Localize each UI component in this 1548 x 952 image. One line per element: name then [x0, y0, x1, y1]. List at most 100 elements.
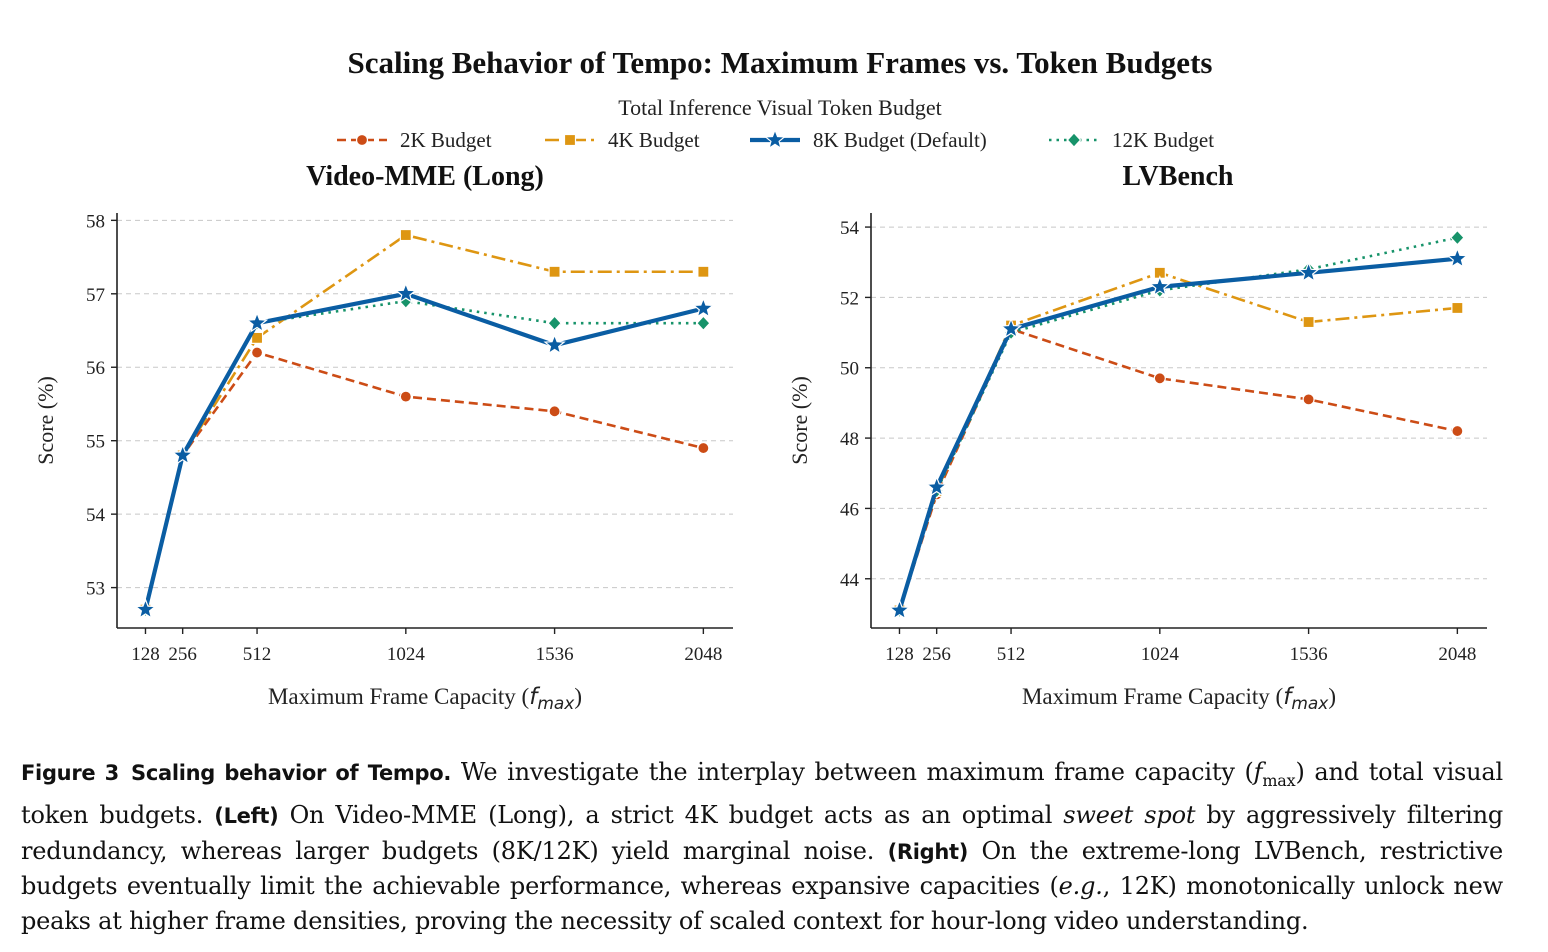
caption-eg: e.g.	[1058, 872, 1103, 901]
data-point-8k-budget-default-1024	[394, 282, 417, 304]
chart-panel-video-mme: Video-MME (Long) 53 54 55 56 57 58 128 256 512 102…	[33, 161, 733, 714]
data-point-4k-budget-512	[250, 331, 264, 344]
data-point-4k-budget-1536	[548, 265, 561, 278]
series-line	[898, 236, 1458, 611]
data-point-2k-budget-1024	[399, 390, 412, 403]
data-point-2k-budget-1536	[548, 405, 561, 418]
y-tick-label: 58	[86, 211, 105, 232]
y-tick-label: 46	[840, 499, 859, 520]
x-tick-label: 256	[168, 644, 197, 665]
series-line	[897, 256, 1458, 612]
x-axis-label: Maximum Frame Capacity (fmax)	[1022, 684, 1336, 714]
data-point-8k-budget-default-1536	[543, 333, 566, 355]
figure-suptitle: Scaling Behavior of Tempo: Maximum Frame…	[348, 45, 1213, 80]
legend-item-12k-budget: 12K Budget	[1049, 128, 1214, 152]
data-point-8k-budget-default-256	[171, 443, 194, 465]
x-tick-label: 128	[885, 644, 914, 665]
series-12k-budget	[892, 229, 1465, 619]
x-tick-label: 256	[922, 644, 951, 665]
data-point-12k-budget-1536	[547, 315, 562, 332]
caption-sentence-1-end: ) and total visual token budgets.	[21, 758, 1503, 830]
legend-label: 12K Budget	[1112, 128, 1214, 152]
data-point-4k-budget-1536	[1302, 315, 1315, 329]
data-point-4k-budget-2048	[697, 265, 710, 278]
y-tick-label: 57	[86, 285, 105, 306]
legend-marker-square	[563, 133, 577, 147]
data-point-2k-budget-2048	[697, 441, 710, 455]
chart-title: LVBench	[1122, 161, 1233, 192]
figure-caption: Figure 3 Scaling behavior of Tempo. We in…	[21, 755, 1503, 938]
caption-math-f: f	[1253, 758, 1263, 786]
data-point-12k-budget-2048	[696, 315, 711, 332]
y-axis-label: Score (%)	[33, 376, 58, 465]
caption-left-tag: (Left)	[214, 804, 279, 829]
y-tick-label: 48	[840, 429, 859, 450]
legend-label: 4K Budget	[608, 128, 700, 152]
data-point-2k-budget-512	[250, 346, 264, 359]
x-tick-label: 1536	[1290, 644, 1328, 665]
data-point-8k-budget-default-2048	[692, 296, 715, 318]
data-point-4k-budget-1024	[399, 228, 412, 242]
chart-title: Video-MME (Long)	[306, 161, 544, 192]
data-point-8k-budget-default-128	[134, 597, 157, 620]
legend-marker-circle	[355, 133, 369, 147]
legend-item-2k-budget: 2K Budget	[337, 128, 492, 152]
caption-math-sub: max	[1262, 770, 1296, 790]
data-point-8k-budget-default-1536	[1297, 261, 1320, 283]
data-point-2k-budget-2048	[1451, 424, 1464, 438]
x-axis-label: Maximum Frame Capacity (fmax)	[268, 684, 582, 714]
series-2k-budget	[139, 346, 710, 616]
caption-sentence-3: On the extreme-long LVBench, restrictive…	[21, 836, 1503, 901]
legend-title: Total Inference Visual Token Budget	[618, 95, 941, 120]
legend-label: 2K Budget	[400, 128, 492, 152]
legend-marker-diamond	[1066, 132, 1082, 148]
y-tick-label: 55	[86, 432, 105, 453]
data-point-8k-budget-default-512	[999, 317, 1023, 339]
series-line	[144, 233, 704, 610]
figure-canvas: Scaling Behavior of Tempo: Maximum Frame…	[33, 45, 1487, 714]
x-tick-label: 512	[243, 644, 272, 665]
data-point-8k-budget-default-2048	[1446, 247, 1469, 269]
y-tick-label: 54	[86, 505, 106, 526]
data-point-2k-budget-1536	[1302, 393, 1315, 406]
caption-heading: Scaling behavior of Tempo.	[131, 761, 452, 785]
data-point-8k-budget-default-128	[888, 598, 911, 620]
legend-item-4k-budget: 4K Budget	[545, 128, 700, 152]
legend-marker-star	[763, 128, 787, 150]
series-8k-budget-default	[888, 247, 1469, 620]
caption-sentence-3-end: , 12K) monotonically unlock new peaks at…	[21, 872, 1503, 935]
y-tick-label: 53	[86, 579, 105, 600]
series-line	[144, 351, 704, 610]
y-axis-label: Score (%)	[787, 376, 812, 465]
x-tick-label: 1536	[536, 644, 574, 665]
series-4k-budget	[139, 228, 710, 616]
x-tick-label: 1024	[387, 644, 426, 665]
data-point-2k-budget-1024	[1153, 372, 1166, 385]
series-12k-budget	[138, 293, 711, 618]
y-tick-label: 54	[840, 218, 860, 239]
caption-sweet-spot: sweet spot	[1063, 801, 1196, 830]
legend: 2K Budget 4K Budget 8K Budget (Default) 12K…	[337, 128, 1214, 152]
x-tick-label: 2048	[1438, 644, 1476, 665]
series-line	[144, 299, 704, 610]
series-8k-budget-default	[134, 282, 715, 620]
x-tick-label: 512	[997, 644, 1026, 665]
y-tick-label: 50	[840, 359, 859, 380]
legend-item-8k-budget-default: 8K Budget (Default)	[750, 128, 987, 152]
data-point-8k-budget-default-512	[245, 311, 269, 333]
series-line	[143, 291, 704, 611]
x-tick-label: 128	[131, 644, 160, 665]
caption-sentence-1: We investigate the interplay between max…	[460, 758, 1254, 786]
caption-sentence-2-end: by aggressively filtering redundancy, wh…	[21, 801, 1503, 865]
caption-sentence-2: On Video-MME (Long), a strict 4K budget …	[289, 801, 1053, 830]
data-point-4k-budget-2048	[1451, 301, 1464, 315]
data-point-8k-budget-default-1024	[1148, 275, 1171, 297]
caption-label: Figure 3	[21, 761, 119, 785]
series-line	[898, 327, 1458, 611]
legend-label: 8K Budget (Default)	[813, 128, 987, 152]
data-point-8k-budget-default-256	[925, 475, 948, 497]
series-4k-budget	[893, 266, 1464, 617]
y-tick-label: 44	[840, 570, 860, 591]
series-line	[898, 271, 1458, 611]
x-tick-label: 1024	[1141, 644, 1180, 665]
